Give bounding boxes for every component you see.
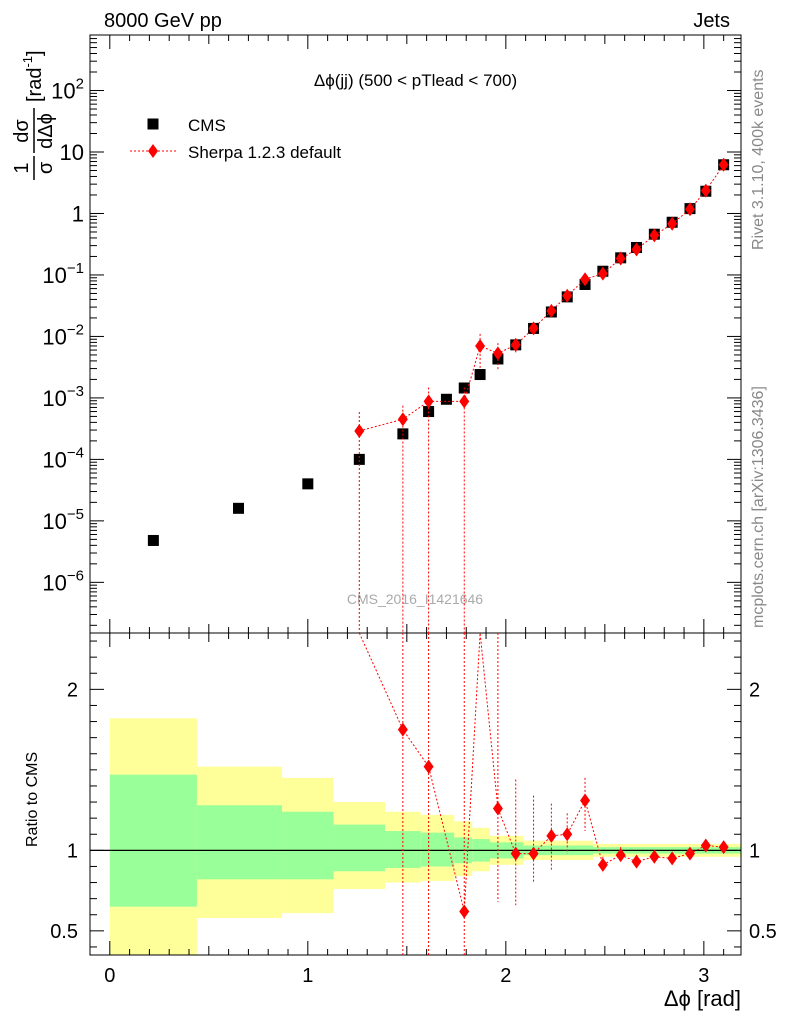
main-y-tick-label: 10−2 [42, 321, 84, 349]
sherpa-data-point [631, 242, 642, 257]
x-tick-label: 3 [698, 965, 709, 987]
sherpa-ratio-point [615, 848, 626, 863]
cms-data-point [440, 393, 452, 405]
sherpa-ratio-point [684, 846, 695, 861]
sherpa-ratio-point [397, 722, 408, 737]
ratio-plot-frame: 0.5 0.5 1 1 2 2 0 1 2 3 [50, 632, 777, 987]
sherpa-data-point [459, 394, 470, 409]
ratio-plot-box [89, 632, 742, 956]
main-y-tick-label: 10−3 [42, 383, 84, 411]
main-y-tick-label: 10 [60, 140, 84, 165]
main-plot-frame: 10−6 10−5 10−4 10−3 10−2 10−1 1 10 102 Δϕ(jj) (50… [42, 34, 742, 634]
legend: CMS Sherpa 1.2.3 default [130, 116, 341, 162]
sherpa-data-point [649, 228, 660, 243]
mcplots-reference-label: mcplots.cern.ch [arXiv:1306.3436] [750, 386, 767, 628]
ratio-band-green [196, 805, 283, 880]
sherpa-line [359, 164, 725, 432]
main-y-tick-label: 102 [51, 76, 84, 104]
sherpa-ratio-point [459, 904, 470, 919]
sherpa-ratio-point [700, 838, 711, 853]
main-plot-title: Δϕ(jj) (500 < pTlead < 700) [314, 71, 517, 90]
sherpa-data-point [528, 321, 539, 336]
cms-data-point [233, 502, 245, 514]
sherpa-ratio-point [510, 846, 521, 861]
sherpa-ratio-point [649, 849, 660, 864]
sherpa-data-point [580, 272, 591, 287]
ratio-uncertainty-bands [109, 718, 741, 955]
x-tick-label: 1 [302, 965, 313, 987]
sherpa-data-point [510, 337, 521, 352]
main-y-tick-label: 10−4 [42, 444, 84, 472]
sherpa-ratio-point [528, 846, 539, 861]
legend-cms-label: CMS [188, 116, 226, 135]
sherpa-ratio-point [718, 840, 729, 855]
sherpa-ratio-point [492, 801, 503, 816]
category-label: Jets [693, 10, 730, 32]
y-label-d-den: dΔϕ [35, 113, 57, 149]
ratio-y-axis-label: Ratio to CMS [24, 751, 41, 847]
energy-label: 8000 GeV pp [104, 10, 222, 32]
x-tick-label: 2 [500, 965, 511, 987]
main-y-tick-label: 1 [72, 201, 84, 226]
legend-cms-marker [147, 118, 159, 130]
sherpa-data-point [423, 394, 434, 409]
ratio-y-tick-label-right: 2 [749, 679, 760, 701]
ratio-y-tick-label-right: 0.5 [749, 921, 777, 943]
sherpa-ratio-point [580, 793, 591, 808]
sherpa-data-point [718, 157, 729, 172]
sherpa-data-point [615, 251, 626, 266]
sherpa-data-point [597, 266, 608, 281]
ratio-band-green [282, 811, 334, 880]
rivet-version-label: Rivet 3.1.10, 400k events [750, 69, 767, 250]
cms-data-point [474, 369, 486, 381]
x-tick-label: 0 [104, 965, 115, 987]
sherpa-ratio-point [667, 851, 678, 866]
x-axis-label: Δϕ [rad] [664, 986, 741, 1011]
legend-sherpa-label: Sherpa 1.2.3 default [188, 143, 341, 162]
sherpa-ratio-point [631, 854, 642, 869]
main-y-tick-label: 10−1 [42, 260, 84, 288]
cms-data-point [302, 478, 314, 490]
y-label-d-num: dσ [11, 119, 33, 143]
sherpa-ratio-point [597, 857, 608, 872]
main-y-tick-label: 10−5 [42, 506, 84, 534]
sherpa-data-point [667, 216, 678, 231]
y-label-unit: [rad-1] [20, 50, 46, 102]
sherpa-ratio-point [562, 827, 573, 842]
ratio-y-tick-label: 0.5 [50, 921, 78, 943]
ratio-y-tick-label: 1 [67, 840, 78, 862]
sherpa-data-point [546, 303, 557, 318]
sherpa-data-point [354, 423, 365, 438]
sherpa-data-point [562, 288, 573, 303]
ratio-y-tick-label: 2 [67, 679, 78, 701]
cms-data-point [353, 453, 365, 465]
ratio-y-tick-label-right: 1 [749, 840, 760, 862]
sherpa-data-point [397, 412, 408, 427]
sherpa-data-point [684, 202, 695, 217]
cms-data-point [147, 534, 159, 546]
axis-labels: Δϕ [rad]1 σdσ dΔϕ[rad-1] [11, 50, 741, 1011]
sherpa-ratio-point [423, 759, 434, 774]
legend-sherpa-marker [148, 144, 158, 158]
ratio-plot-series [358, 632, 729, 955]
main-y-tick-label: 10−6 [42, 567, 84, 595]
sherpa-data-point [475, 338, 486, 353]
sherpa-data-point [700, 183, 711, 198]
sherpa-ratio-point [546, 828, 557, 843]
ratio-band-green [333, 824, 386, 872]
ratio-band-green [109, 774, 197, 907]
analysis-watermark: CMS_2016_I1421646 [347, 591, 483, 607]
sherpa-data-point [492, 346, 503, 361]
main-plot-series [147, 157, 730, 633]
y-label-frac-den: σ [35, 161, 57, 174]
main-y-axis-label: 1 σ dσ dΔϕ [rad-1] [11, 50, 57, 180]
y-label-frac-num: 1 [11, 162, 33, 173]
